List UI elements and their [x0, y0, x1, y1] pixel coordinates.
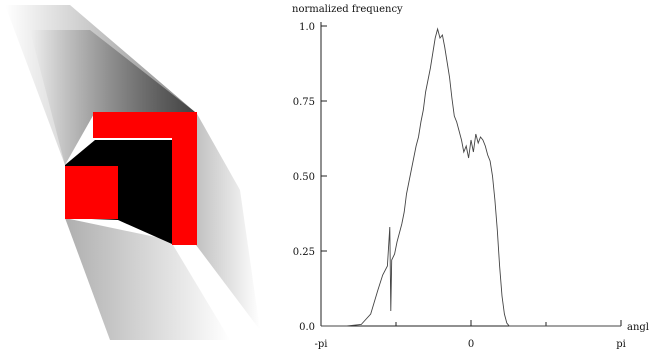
x-axis-title: angle	[627, 322, 649, 333]
labels: normalized frequency angle	[292, 4, 649, 333]
x-tick-label-1: 0	[468, 339, 474, 350]
y-axis-title: normalized frequency	[292, 4, 403, 15]
y-tick-label-1: 0.25	[293, 247, 315, 258]
projection-image	[5, 5, 260, 340]
red-corner	[93, 112, 197, 245]
shadow-fan-right	[196, 112, 260, 330]
y-tick-label-3: 0.75	[293, 97, 315, 108]
series-line-0	[321, 27, 621, 327]
x-tick-label-0: -pi	[315, 339, 328, 350]
x-tick-label-2: pi	[616, 339, 626, 350]
series-layer	[321, 27, 621, 327]
y-tick-label-0: 0.0	[299, 322, 315, 333]
y-tick-label-4: 1.0	[299, 22, 315, 33]
y-tick-label-2: 0.50	[293, 172, 315, 183]
shadow-fan-mid	[30, 30, 195, 165]
axes: -pi 0 pi 0.0 0.25 0.50 0.75 1.0	[293, 22, 626, 350]
red-square	[65, 166, 118, 219]
shadow-fan-lower	[65, 218, 230, 340]
